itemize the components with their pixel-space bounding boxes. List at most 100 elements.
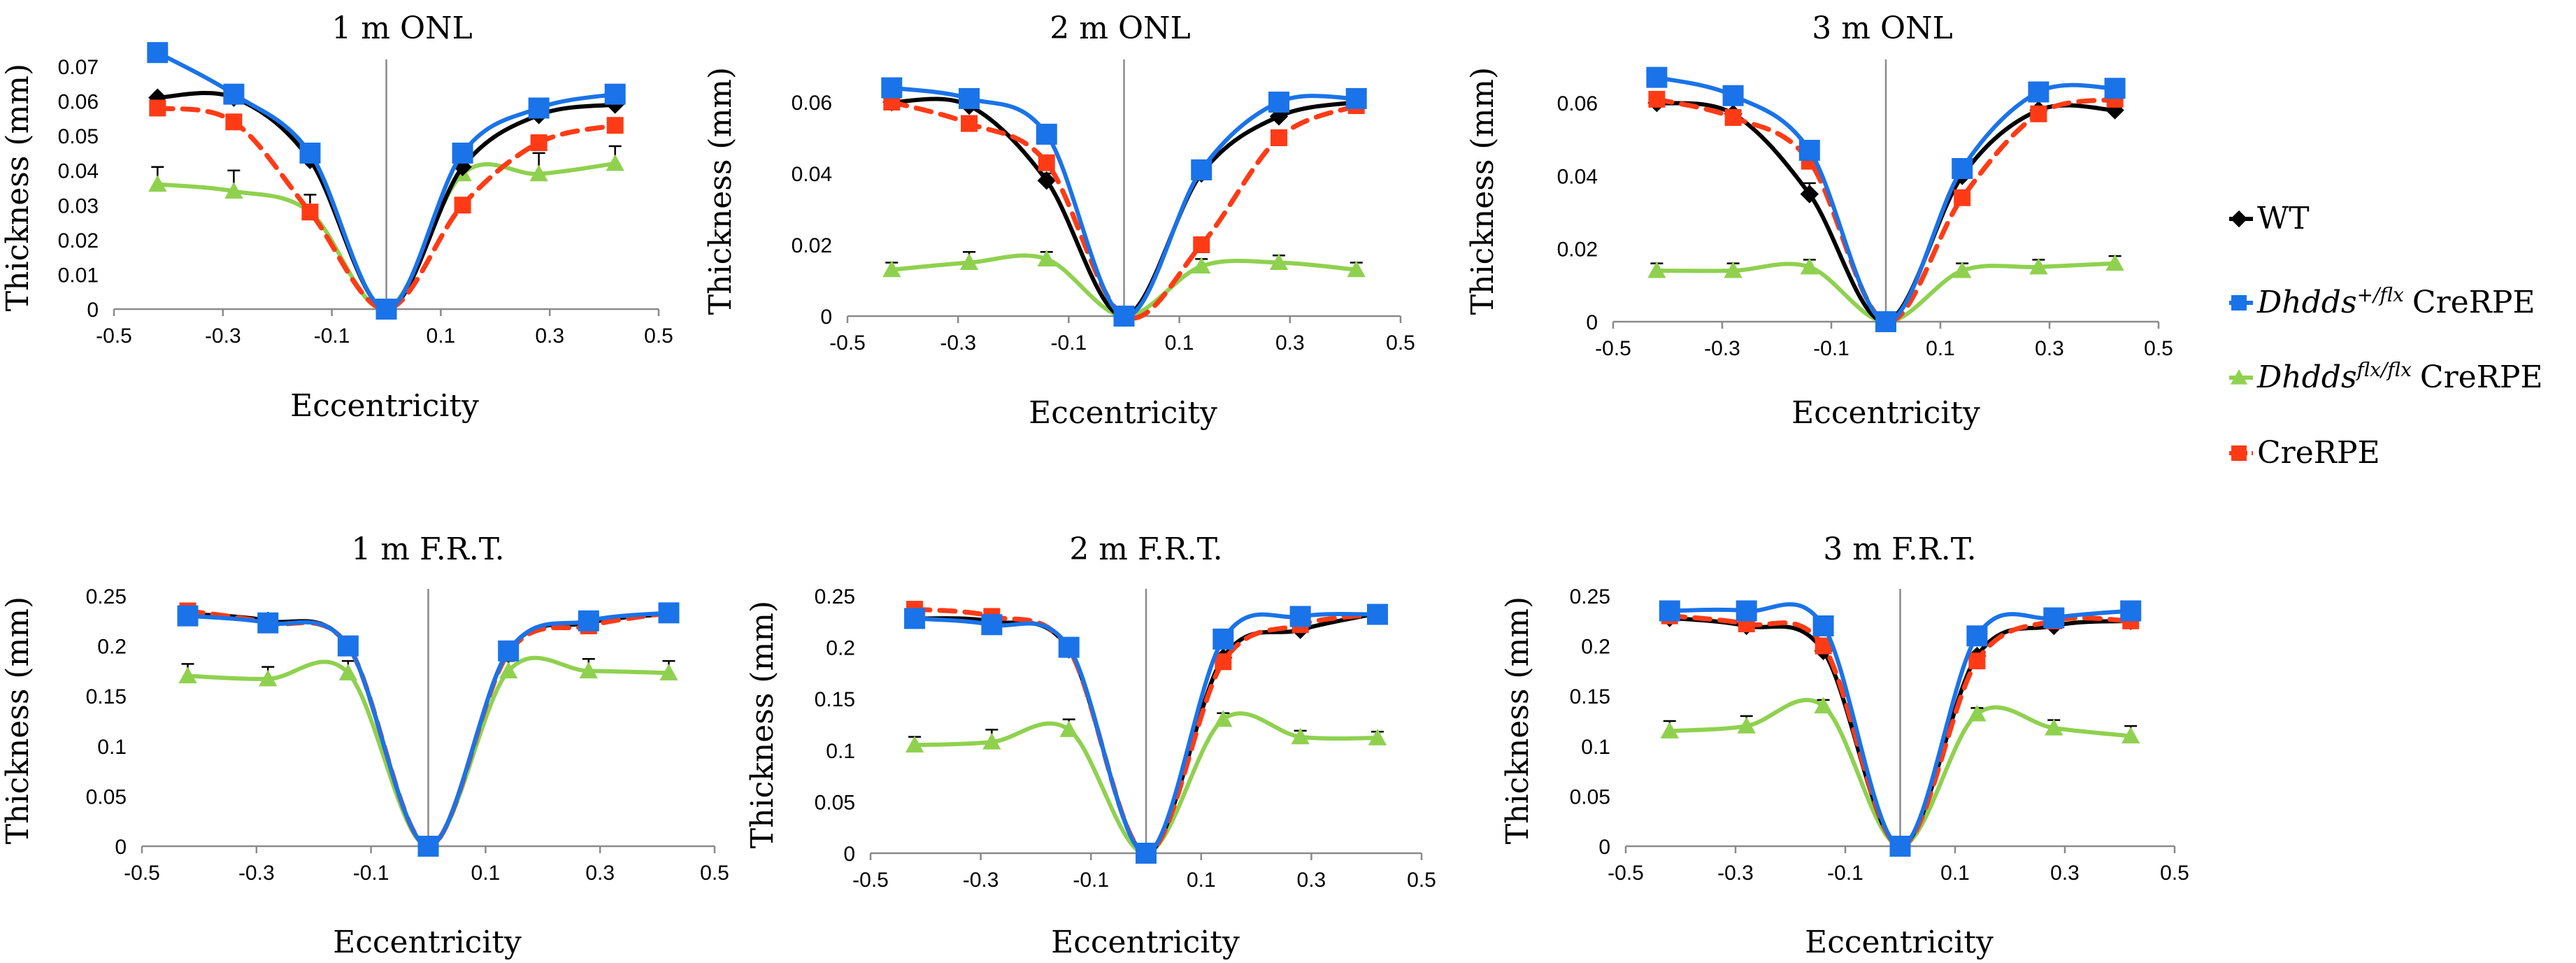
data-point	[2104, 78, 2126, 99]
x-tick-label: -0.5	[829, 331, 866, 355]
data-point	[299, 142, 321, 164]
data-point	[1136, 843, 1157, 864]
y-tick-label: 0.15	[86, 685, 127, 708]
data-point	[301, 204, 319, 221]
data-point	[1800, 257, 1819, 275]
data-point	[223, 83, 245, 105]
data-point	[224, 182, 243, 199]
data-point	[338, 664, 358, 680]
data-point	[178, 666, 197, 684]
data-point	[658, 602, 680, 624]
data-point	[1036, 123, 1057, 145]
y-tick-label: 0.15	[1570, 685, 1610, 708]
data-point	[498, 640, 520, 662]
x-tick-label: 0.5	[1386, 331, 1415, 355]
x-tick-label: -0.5	[1595, 337, 1631, 360]
x-tick-label: -0.3	[205, 324, 241, 348]
legend-item-2: Dhdds+/flx CreRPE	[2229, 283, 2535, 320]
data-point	[453, 157, 472, 176]
chart-title: 1 m F.R.T.	[351, 532, 504, 567]
y-tick-label: 0.05	[86, 785, 127, 808]
legend-item-4: CreRPE	[2229, 435, 2380, 471]
x-tick-label: -0.1	[1813, 337, 1849, 360]
data-point	[1193, 236, 1210, 253]
data-point	[606, 154, 624, 171]
data-point	[905, 736, 924, 752]
data-point	[1648, 90, 1666, 108]
data-point	[1660, 722, 1679, 739]
data-point	[147, 42, 169, 64]
data-point	[1812, 615, 1834, 636]
data-point	[959, 253, 979, 271]
x-tick-label: 0.1	[471, 862, 501, 885]
data-point	[225, 113, 243, 131]
x-tick-label: 0.3	[585, 862, 615, 885]
chart-title: 2 m F.R.T.	[1069, 532, 1222, 567]
y-axis-label: Thickness (mm)	[0, 64, 36, 311]
x-axis-label: Eccentricity	[290, 388, 479, 424]
data-point	[1814, 697, 1833, 714]
chart-title: 3 m F.R.T.	[1823, 532, 1976, 567]
data-point	[1968, 652, 1986, 670]
data-point	[1737, 716, 1756, 734]
x-tick-label: 0.3	[1297, 869, 1326, 892]
legend-label: CreRPE	[2257, 435, 2380, 471]
chart-panel-5: 2 m F.R.T. -0.5 -0.3 -0.1 0.1 0.3 0.5 0 0.05 0.1 0…	[745, 532, 1436, 960]
x-tick-label: 0.1	[1940, 862, 1970, 885]
data-point	[1345, 87, 1367, 109]
y-tick-label: 0.1	[97, 736, 127, 759]
data-point	[1215, 653, 1232, 671]
data-point	[1268, 92, 1289, 113]
legend-item-1: WT	[2229, 201, 2310, 236]
x-tick-label: -0.3	[963, 869, 999, 892]
chart-title: 1 m ONL	[331, 10, 472, 46]
x-tick-label: -0.5	[96, 324, 132, 348]
y-tick-label: 0.05	[815, 791, 855, 814]
data-point	[452, 142, 473, 164]
x-tick-label: -0.1	[1073, 869, 1109, 892]
chart-panel-1: 1 m ONL -0.5 -0.3 -0.1 0.1 0.3 0.5 0 0.01 0.02 0.0…	[0, 10, 673, 424]
y-tick-label: 0.2	[97, 636, 127, 659]
y-tick-label: 0.01	[58, 264, 99, 287]
data-point	[1270, 129, 1287, 146]
series-dhdds-flx-crerpe	[1646, 66, 2126, 332]
x-tick-label: -0.1	[1827, 862, 1863, 885]
x-axis-label: Eccentricity	[333, 925, 522, 960]
x-axis-label: Eccentricity	[1791, 395, 1980, 431]
data-point	[2120, 600, 2142, 622]
legend-item-3: Dhddsflx/flx CreRPE	[2229, 358, 2543, 395]
data-point	[148, 175, 167, 192]
y-tick-label: 0	[115, 836, 127, 859]
data-point	[1212, 628, 1234, 650]
data-point	[1966, 625, 1988, 647]
data-point	[959, 87, 980, 109]
data-point	[2043, 607, 2065, 629]
y-tick-label: 0.04	[792, 163, 832, 186]
data-point	[375, 299, 397, 320]
y-tick-label: 0.1	[1581, 736, 1610, 759]
x-tick-label: -0.5	[1608, 862, 1644, 885]
y-tick-label: 0.02	[792, 234, 832, 257]
data-point	[1038, 154, 1055, 171]
data-point	[257, 612, 279, 634]
y-axis-label: Thickness (mm)	[0, 597, 36, 844]
data-point	[1736, 600, 1757, 622]
series-dhdds-flx-crerpe	[1659, 600, 2142, 857]
x-tick-label: 0.5	[700, 862, 729, 885]
data-point	[2029, 257, 2048, 275]
y-tick-label: 0.04	[58, 160, 99, 183]
chart-title: 3 m ONL	[1812, 10, 1952, 46]
data-point	[1798, 139, 1820, 161]
series-dhdds-flx-crerpe	[881, 77, 1367, 327]
legend-label: WT	[2257, 201, 2310, 236]
y-tick-label: 0.15	[815, 688, 855, 711]
data-point	[1659, 600, 1680, 622]
data-point	[1724, 109, 1742, 126]
x-tick-label: 0.5	[2160, 862, 2189, 885]
y-tick-label: 0	[843, 843, 855, 866]
data-point	[578, 610, 599, 632]
data-point	[579, 662, 599, 678]
y-axis-label: Thickness (mm)	[745, 601, 780, 848]
data-point	[1889, 836, 1911, 857]
data-point	[1953, 261, 1972, 278]
